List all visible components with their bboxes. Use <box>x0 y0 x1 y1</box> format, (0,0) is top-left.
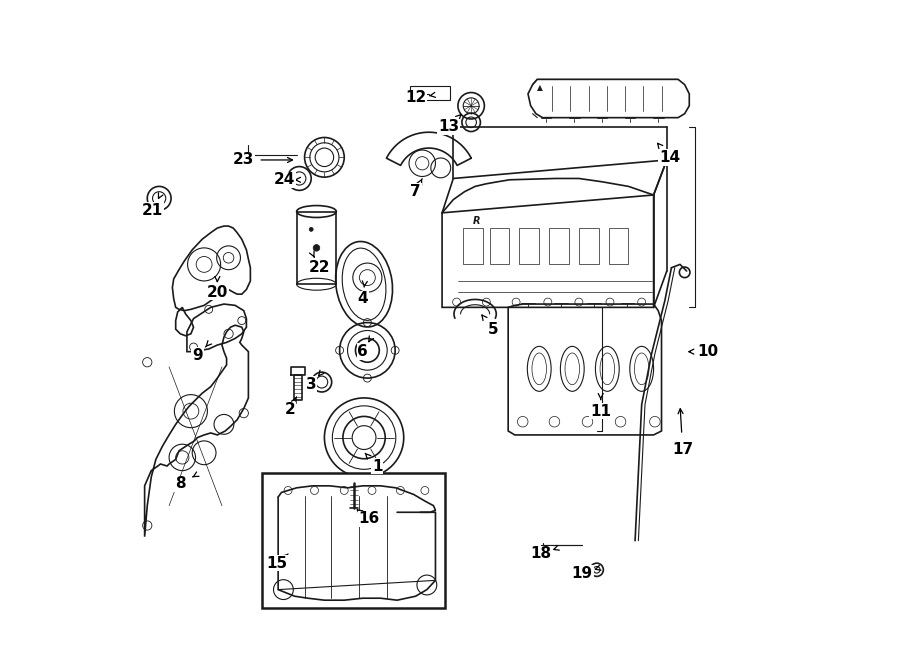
Bar <box>262 473 446 608</box>
Text: 11: 11 <box>590 404 611 418</box>
Bar <box>608 228 628 264</box>
Text: 19: 19 <box>572 566 593 581</box>
Text: 14: 14 <box>659 150 680 165</box>
Text: 6: 6 <box>357 344 368 359</box>
Circle shape <box>313 245 320 251</box>
Text: 13: 13 <box>438 120 459 134</box>
Text: 23: 23 <box>233 153 255 167</box>
Text: 22: 22 <box>309 260 330 275</box>
Text: 3: 3 <box>306 377 317 392</box>
Bar <box>579 228 599 264</box>
Text: 16: 16 <box>359 512 380 526</box>
Text: 2: 2 <box>284 403 295 417</box>
Bar <box>464 228 483 264</box>
Circle shape <box>310 227 313 231</box>
Text: 9: 9 <box>193 348 202 363</box>
Text: 4: 4 <box>357 292 368 306</box>
Bar <box>519 228 539 264</box>
Text: 21: 21 <box>142 203 163 217</box>
Text: 12: 12 <box>405 91 427 105</box>
Bar <box>410 86 450 100</box>
Text: 24: 24 <box>274 173 295 187</box>
Text: 5: 5 <box>488 322 499 336</box>
Text: 15: 15 <box>266 556 287 570</box>
Text: 20: 20 <box>207 285 228 299</box>
Text: 17: 17 <box>672 442 693 457</box>
Text: 7: 7 <box>410 184 421 199</box>
Text: 1: 1 <box>372 459 382 473</box>
Text: ▲: ▲ <box>537 83 543 93</box>
Text: 10: 10 <box>698 344 718 359</box>
Bar <box>549 228 569 264</box>
Text: 18: 18 <box>531 547 552 561</box>
Text: 8: 8 <box>175 477 185 491</box>
Text: R: R <box>472 216 481 227</box>
Bar <box>490 228 509 264</box>
